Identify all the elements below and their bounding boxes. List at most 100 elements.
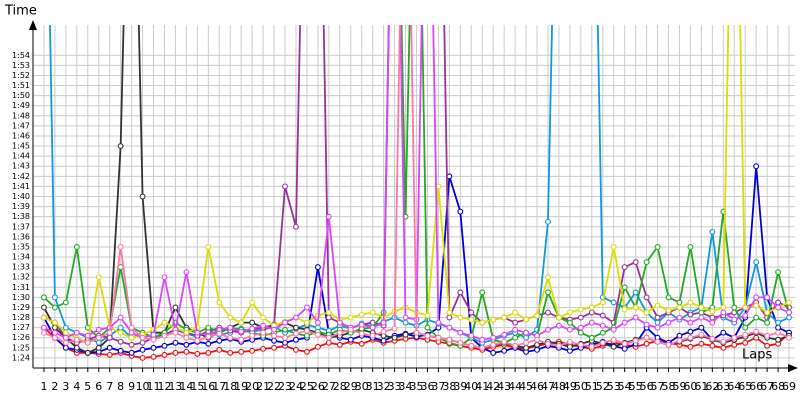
lap-point	[512, 334, 519, 341]
lap-point	[194, 337, 201, 344]
lap-point	[161, 274, 168, 281]
lap-point	[62, 299, 69, 306]
lap-point	[293, 324, 299, 331]
lap-point	[336, 341, 343, 348]
lap-point	[216, 330, 223, 337]
lap-point	[665, 294, 672, 301]
lap-point	[786, 334, 792, 341]
lap-point	[347, 326, 354, 333]
lap-point	[117, 143, 124, 150]
lap-point	[238, 336, 245, 343]
lap-point	[545, 340, 551, 347]
x-tick-label: 68	[771, 380, 785, 393]
lap-point	[62, 344, 69, 351]
lap-point	[139, 354, 146, 361]
lap-point	[742, 331, 749, 338]
lap-point	[95, 339, 102, 346]
lap-point	[139, 334, 146, 341]
lap-point	[402, 314, 409, 321]
x-tick-label: 51	[585, 380, 599, 393]
lap-point	[566, 309, 573, 316]
y-tick-label: 1:43	[12, 162, 30, 171]
lap-point	[369, 324, 376, 331]
y-tick-label: 1:42	[12, 172, 30, 181]
lap-point	[369, 332, 376, 339]
lap-point	[479, 336, 486, 343]
lap-point	[643, 309, 650, 316]
lap-point	[293, 330, 299, 337]
lap-point	[709, 342, 716, 349]
lap-point	[325, 213, 332, 220]
lap-point	[402, 331, 409, 338]
lap-point	[435, 319, 442, 326]
lap-point	[621, 345, 628, 352]
lap-point	[282, 339, 288, 346]
lap-point	[566, 338, 573, 345]
lap-point	[325, 309, 332, 316]
y-tick-label: 1:26	[12, 333, 30, 342]
x-tick-label: 60	[683, 380, 697, 393]
x-tick-label: 32	[377, 380, 391, 393]
lap-point	[402, 319, 409, 326]
y-tick-label: 1:33	[12, 263, 30, 272]
lap-point	[183, 348, 190, 355]
y-tick-label: 1:40	[12, 192, 30, 201]
lap-point	[73, 243, 80, 250]
lap-point	[588, 334, 595, 341]
x-tick-label: 3	[62, 380, 69, 393]
lap-point	[303, 327, 310, 334]
lap-point	[271, 344, 278, 351]
lap-point	[720, 304, 727, 311]
lap-point	[128, 324, 135, 331]
lap-point	[534, 346, 540, 353]
lap-point	[424, 332, 431, 339]
lap-point	[117, 338, 124, 345]
x-tick-label: 49	[563, 380, 577, 393]
lap-point	[545, 326, 551, 333]
lap-point	[566, 343, 573, 350]
lap-point	[731, 304, 738, 311]
lap-point	[205, 324, 212, 331]
lap-point	[51, 319, 58, 326]
lap-point	[698, 324, 705, 331]
lap-point	[128, 329, 135, 336]
lap-point	[501, 347, 508, 354]
lap-point	[676, 332, 683, 339]
lap-point	[698, 304, 705, 311]
y-tick-label: 1:25	[12, 343, 30, 352]
lap-point	[577, 324, 584, 331]
lap-point	[128, 349, 135, 356]
lap-point	[380, 337, 387, 344]
lap-point	[490, 334, 497, 341]
lap-point	[534, 312, 540, 319]
lap-point	[742, 339, 749, 346]
y-tick-label: 1:35	[12, 242, 30, 251]
lap-point	[238, 328, 245, 335]
lap-point	[610, 343, 617, 350]
lap-point	[566, 326, 573, 333]
lap-point	[764, 342, 771, 349]
x-tick-label: 56	[640, 380, 654, 393]
lap-point	[358, 321, 365, 328]
lap-point	[775, 269, 782, 276]
lap-point	[95, 334, 102, 341]
lap-point	[753, 334, 760, 341]
y-tick-label: 1:50	[12, 91, 30, 100]
lap-point	[676, 337, 683, 344]
series-line	[43, 25, 790, 347]
lap-point	[249, 325, 256, 332]
lap-point	[293, 314, 299, 321]
lap-point	[73, 336, 80, 343]
y-tick-label: 1:27	[12, 323, 30, 332]
x-tick-label: 31	[366, 380, 380, 393]
lap-point	[764, 309, 771, 316]
lap-point	[753, 294, 760, 301]
lap-point	[501, 338, 508, 345]
lap-point	[325, 339, 332, 346]
lap-point	[139, 346, 146, 353]
lap-point	[41, 329, 47, 336]
lap-point	[654, 302, 661, 309]
x-tick-label: 21	[256, 380, 270, 393]
lap-point	[698, 340, 705, 347]
lap-point	[380, 328, 387, 335]
